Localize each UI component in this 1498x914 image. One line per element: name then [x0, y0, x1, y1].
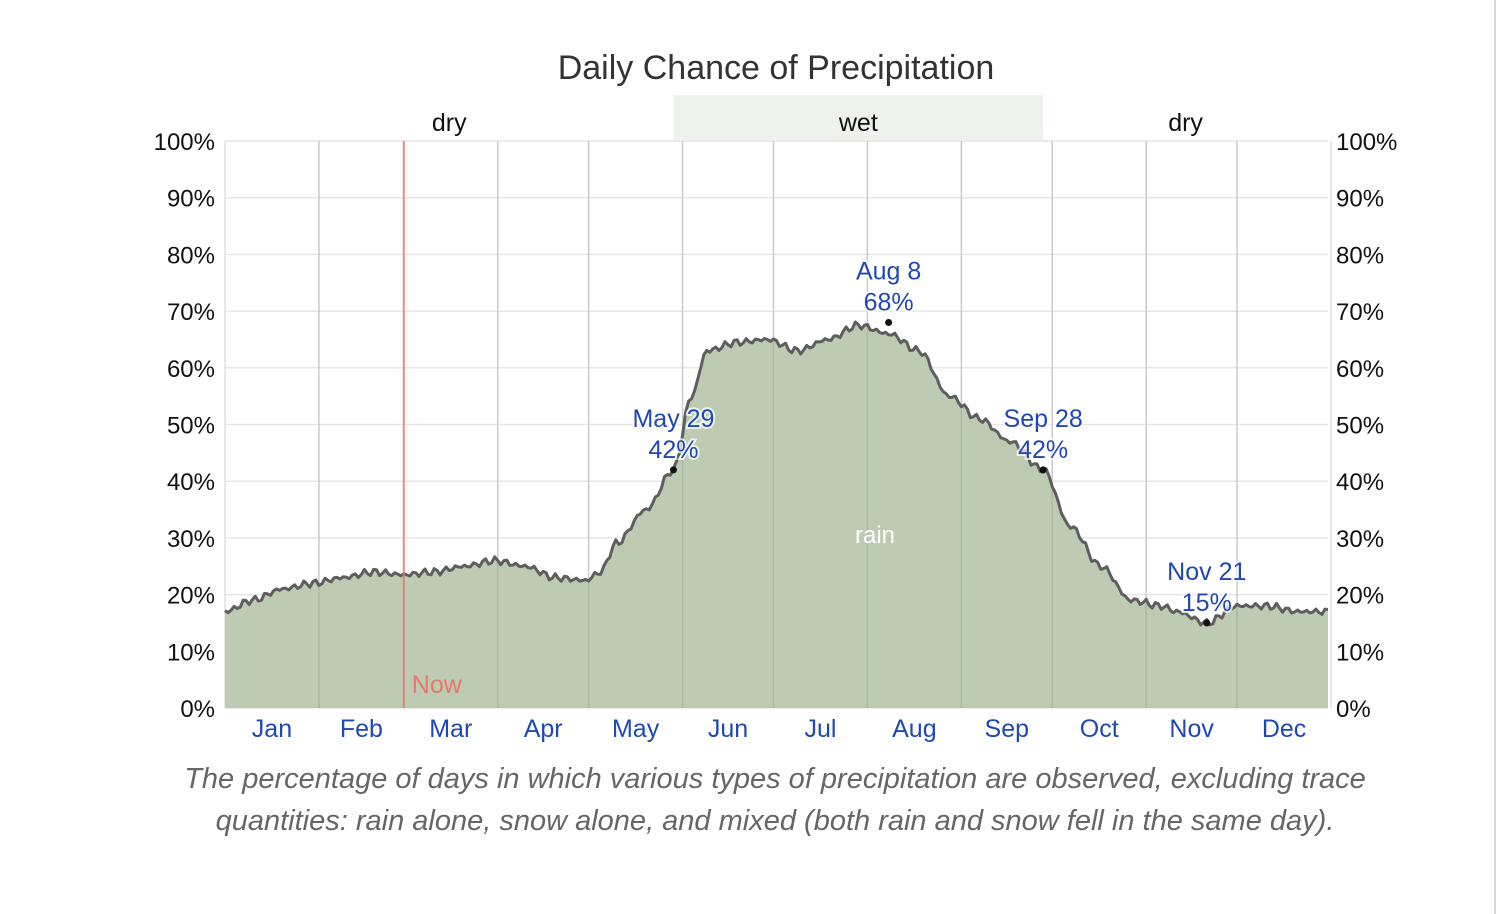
y-tick-label: 20% — [167, 583, 215, 610]
annotation-date: May 29 — [632, 405, 714, 433]
y-axis-left: 0% 10% 20% 30% 40% 50% 60% 70% 80% 90% 100% — [154, 129, 215, 723]
y-tick-label: 30% — [1336, 526, 1384, 553]
month-label: Aug — [892, 715, 936, 743]
annotation-point — [1039, 466, 1047, 474]
annotation-date: Aug 8 — [856, 257, 921, 285]
y-tick-label: 100% — [1336, 129, 1397, 156]
annotation-point — [1203, 619, 1211, 627]
now-label: Now — [412, 671, 463, 699]
annotations: May 29 42% Aug 8 68% Sep 28 42% Nov 21 15% — [630, 255, 1248, 627]
y-tick-label: 80% — [167, 242, 215, 269]
y-tick-label: 60% — [167, 356, 215, 383]
y-tick-label: 50% — [167, 413, 215, 440]
precipitation-chart: Now rain Daily Chance of Precipitation d… — [154, 49, 1398, 743]
y-tick-label: 50% — [1336, 413, 1384, 440]
y-tick-label: 40% — [167, 469, 215, 496]
month-label: Apr — [524, 715, 563, 743]
chart-title: Daily Chance of Precipitation — [558, 49, 995, 87]
annotation-value: 15% — [1182, 589, 1232, 617]
y-tick-label: 70% — [1336, 299, 1384, 326]
season-label: dry — [1168, 109, 1203, 137]
y-axis-right: 0% 10% 20% 30% 40% 50% 60% 70% 80% 90% 100% — [1336, 129, 1397, 723]
season-labels: dry wet dry — [432, 109, 1204, 137]
annotation-date: Nov 21 — [1167, 558, 1246, 586]
annotation-date: Sep 28 — [1004, 405, 1083, 433]
month-label: Feb — [340, 715, 383, 743]
annotation-point — [669, 466, 677, 474]
y-tick-label: 0% — [1336, 696, 1371, 723]
season-label: dry — [432, 109, 467, 137]
month-label: Jul — [804, 715, 836, 743]
month-label: Oct — [1080, 715, 1119, 743]
month-label: Sep — [985, 715, 1029, 743]
y-tick-label: 80% — [1336, 242, 1384, 269]
month-label: May — [612, 715, 660, 743]
season-label: wet — [838, 109, 878, 137]
y-tick-label: 90% — [1336, 186, 1384, 213]
y-tick-label: 100% — [154, 129, 215, 156]
y-tick-label: 10% — [1336, 639, 1384, 666]
month-label: Dec — [1262, 715, 1306, 743]
y-tick-label: 10% — [167, 639, 215, 666]
month-label: Nov — [1169, 715, 1214, 743]
month-label: Jun — [708, 715, 748, 743]
y-tick-label: 90% — [167, 186, 215, 213]
month-label: Jan — [252, 715, 292, 743]
y-tick-label: 30% — [167, 526, 215, 553]
rain-area — [225, 322, 1328, 708]
annotation-value: 42% — [1018, 436, 1068, 464]
y-tick-label: 20% — [1336, 583, 1384, 610]
annotation-value: 68% — [864, 288, 914, 316]
chart-caption: The percentage of days in which various … — [184, 763, 1366, 837]
y-tick-label: 40% — [1336, 469, 1384, 496]
wet-season-band — [673, 95, 1044, 141]
series-label-rain: rain — [855, 522, 895, 549]
right-border — [1494, 0, 1496, 914]
x-axis: Jan Feb Mar Apr May Jun Jul Aug Sep Oct Nov Dec — [252, 715, 1306, 743]
y-tick-label: 0% — [180, 696, 215, 723]
rain-line — [224, 320, 1329, 627]
month-label: Mar — [429, 715, 472, 743]
y-tick-label: 60% — [1336, 356, 1384, 383]
annotation-value: 42% — [648, 436, 698, 464]
y-tick-label: 70% — [167, 299, 215, 326]
annotation-point — [885, 318, 893, 326]
